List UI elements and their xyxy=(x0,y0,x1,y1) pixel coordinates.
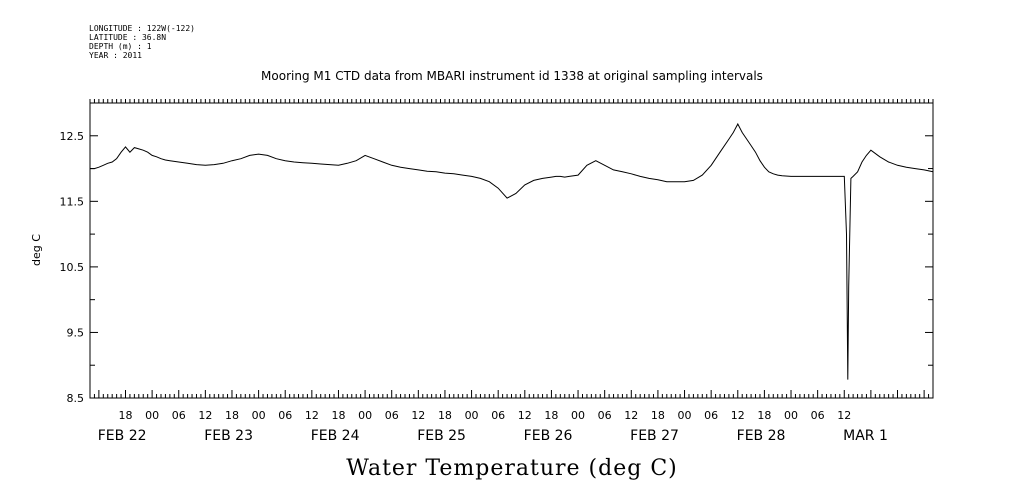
x-hour-label: 06 xyxy=(491,409,505,422)
x-hour-label: 18 xyxy=(651,409,665,422)
x-hour-label: 06 xyxy=(704,409,718,422)
metadata-latitude: LATITUDE : 36.8N xyxy=(89,33,166,42)
metadata-year: YEAR : 2011 xyxy=(89,51,142,60)
x-hour-label: 18 xyxy=(118,409,132,422)
x-date-label: FEB 22 xyxy=(98,428,147,444)
x-hour-label: 12 xyxy=(411,409,425,422)
x-hour-label: 00 xyxy=(784,409,798,422)
x-hour-label: 06 xyxy=(598,409,612,422)
x-hour-label: 00 xyxy=(678,409,692,422)
x-hour-label: 18 xyxy=(757,409,771,422)
metadata-depth: DEPTH (m) : 1 xyxy=(89,42,152,51)
x-hour-label: 00 xyxy=(358,409,372,422)
x-hour-label: 00 xyxy=(465,409,479,422)
y-axis: 8.5 9.5 10.5 11.5 12.5 xyxy=(60,102,933,405)
x-hour-label: 06 xyxy=(172,409,186,422)
x-hour-label: 18 xyxy=(438,409,452,422)
y-tick-label: 9.5 xyxy=(67,326,85,339)
x-date-label: FEB 23 xyxy=(204,428,253,444)
x-hour-label: 18 xyxy=(331,409,345,422)
temperature-line xyxy=(90,122,934,380)
x-hour-label: 12 xyxy=(305,409,319,422)
mooring-metadata: LONGITUDE : 122W(-122) LATITUDE : 36.8N … xyxy=(89,24,195,60)
x-hour-label: 00 xyxy=(571,409,585,422)
x-hour-label: 18 xyxy=(225,409,239,422)
metadata-longitude: LONGITUDE : 122W(-122) xyxy=(89,24,195,33)
x-date-label: FEB 25 xyxy=(417,428,466,444)
x-date-label: FEB 24 xyxy=(311,428,360,444)
x-date-label: MAR 1 xyxy=(843,428,888,444)
x-date-label: FEB 28 xyxy=(737,428,786,444)
x-hour-label: 12 xyxy=(731,409,745,422)
y-tick-label: 11.5 xyxy=(60,195,85,208)
x-hour-label: 18 xyxy=(544,409,558,422)
x-hour-label: 12 xyxy=(198,409,212,422)
x-hour-label: 12 xyxy=(518,409,532,422)
plot-frame xyxy=(89,102,934,399)
x-date-label: FEB 26 xyxy=(524,428,573,444)
x-axis: 18 00 06 12 18 00 06 12 18 00 06 12 18 00 06 12 18 00 06 12… xyxy=(89,99,934,444)
y-axis-label: deg C xyxy=(30,234,43,266)
series-group xyxy=(90,122,934,380)
x-hour-label: 06 xyxy=(278,409,292,422)
x-hour-label: 00 xyxy=(252,409,266,422)
x-hour-label: 00 xyxy=(145,409,159,422)
x-hour-label: 06 xyxy=(811,409,825,422)
x-date-label: FEB 27 xyxy=(630,428,679,444)
chart-title: Mooring M1 CTD data from MBARI instrumen… xyxy=(261,69,763,83)
x-hour-label: 12 xyxy=(837,409,851,422)
y-tick-label: 12.5 xyxy=(60,130,85,143)
x-axis-label: Water Temperature (deg C) xyxy=(346,456,678,481)
y-tick-label: 10.5 xyxy=(60,261,85,274)
x-hour-label: 06 xyxy=(385,409,399,422)
y-tick-label: 8.5 xyxy=(67,392,85,405)
x-hour-label: 12 xyxy=(624,409,638,422)
